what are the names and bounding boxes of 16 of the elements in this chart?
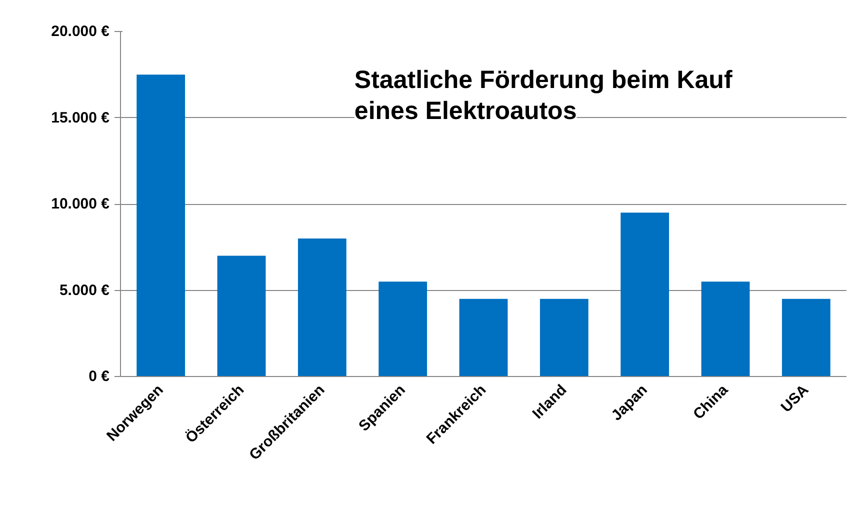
x-tick-label: USA bbox=[778, 381, 812, 416]
bar bbox=[540, 298, 588, 376]
bar bbox=[136, 74, 186, 376]
bar bbox=[217, 256, 266, 376]
bar bbox=[701, 282, 750, 376]
y-tick-label: 15.000 € bbox=[51, 109, 110, 126]
bar bbox=[378, 282, 428, 376]
y-tick-label: 10.000 € bbox=[51, 196, 110, 212]
y-tick-label: 20.000 € bbox=[51, 23, 110, 40]
bar bbox=[782, 298, 830, 376]
y-tick-label: 5.000 € bbox=[59, 282, 110, 299]
bar bbox=[298, 238, 346, 376]
bar bbox=[620, 212, 670, 376]
bar bbox=[459, 298, 508, 376]
y-tick-label: 0 € bbox=[88, 368, 110, 385]
text: Staatliche Förderung beim Kauf eines Elektroautos bbox=[354, 66, 733, 125]
